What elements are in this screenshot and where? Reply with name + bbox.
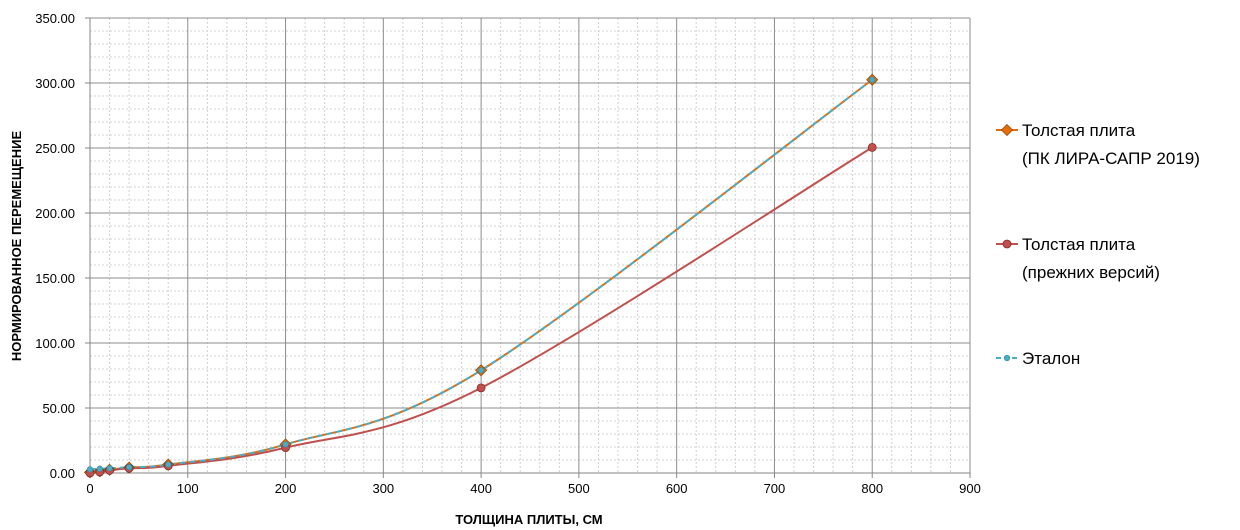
data-point-dot	[165, 461, 172, 468]
y-tick-label: 0.00	[50, 466, 75, 481]
grid	[90, 17, 971, 473]
axes	[89, 18, 970, 474]
data-point-diamond	[1000, 123, 1014, 137]
y-tick-label: 150.00	[35, 271, 75, 286]
data-point-dot	[1003, 354, 1011, 362]
data-point-dot	[96, 465, 103, 472]
legend-entry-label: Толстая плита	[1022, 121, 1136, 140]
x-tick-label: 300	[372, 481, 394, 496]
y-tick-label: 100.00	[35, 336, 75, 351]
data-point-circle	[476, 383, 486, 393]
x-tick-label: 700	[764, 481, 786, 496]
y-tick-label: 250.00	[35, 141, 75, 156]
legend-entry-label: Эталон	[1022, 349, 1080, 368]
series-markers	[83, 73, 879, 479]
x-axis-title: ТОЛЩИНА ПЛИТЫ, СМ	[455, 512, 602, 527]
x-tick-label: 0	[86, 481, 93, 496]
data-point-circle	[867, 142, 877, 152]
data-point-dot	[86, 466, 94, 473]
legend: Толстая плита (ПК ЛИРА-САПР 2019) Толстая …	[996, 121, 1200, 368]
x-tick-label: 800	[861, 481, 883, 496]
y-tick-label: 200.00	[35, 206, 75, 221]
data-point-dot	[106, 465, 113, 472]
y-tick-label: 300.00	[35, 76, 75, 91]
data-point-dot	[478, 367, 485, 374]
data-point-dot	[869, 76, 876, 83]
y-tick-label: 50.00	[42, 401, 75, 416]
data-point-circle	[1002, 239, 1012, 249]
x-tick-label: 600	[666, 481, 688, 496]
x-tick-label: 500	[568, 481, 590, 496]
x-tick-label: 900	[959, 481, 981, 496]
legend-entry-label: (ПК ЛИРА-САПР 2019)	[1022, 149, 1200, 168]
y-axis-title: НОРМИРОВАННОЕ ПЕРЕМЕЩЕНИЕ	[9, 131, 24, 362]
data-point-dot	[282, 441, 289, 448]
legend-entry-label: Толстая плита	[1022, 235, 1136, 254]
y-tick-label: 350.00	[35, 11, 75, 26]
x-tick-label: 400	[470, 481, 492, 496]
data-point-dot	[126, 464, 133, 471]
x-tick-label: 100	[177, 481, 199, 496]
x-tick-label: 200	[275, 481, 297, 496]
tick-labels: 0 100 200 300 400 500 600 700 800 900 0.00 50.00 100…	[35, 11, 981, 496]
legend-entry-label: (прежних версий)	[1022, 263, 1160, 282]
